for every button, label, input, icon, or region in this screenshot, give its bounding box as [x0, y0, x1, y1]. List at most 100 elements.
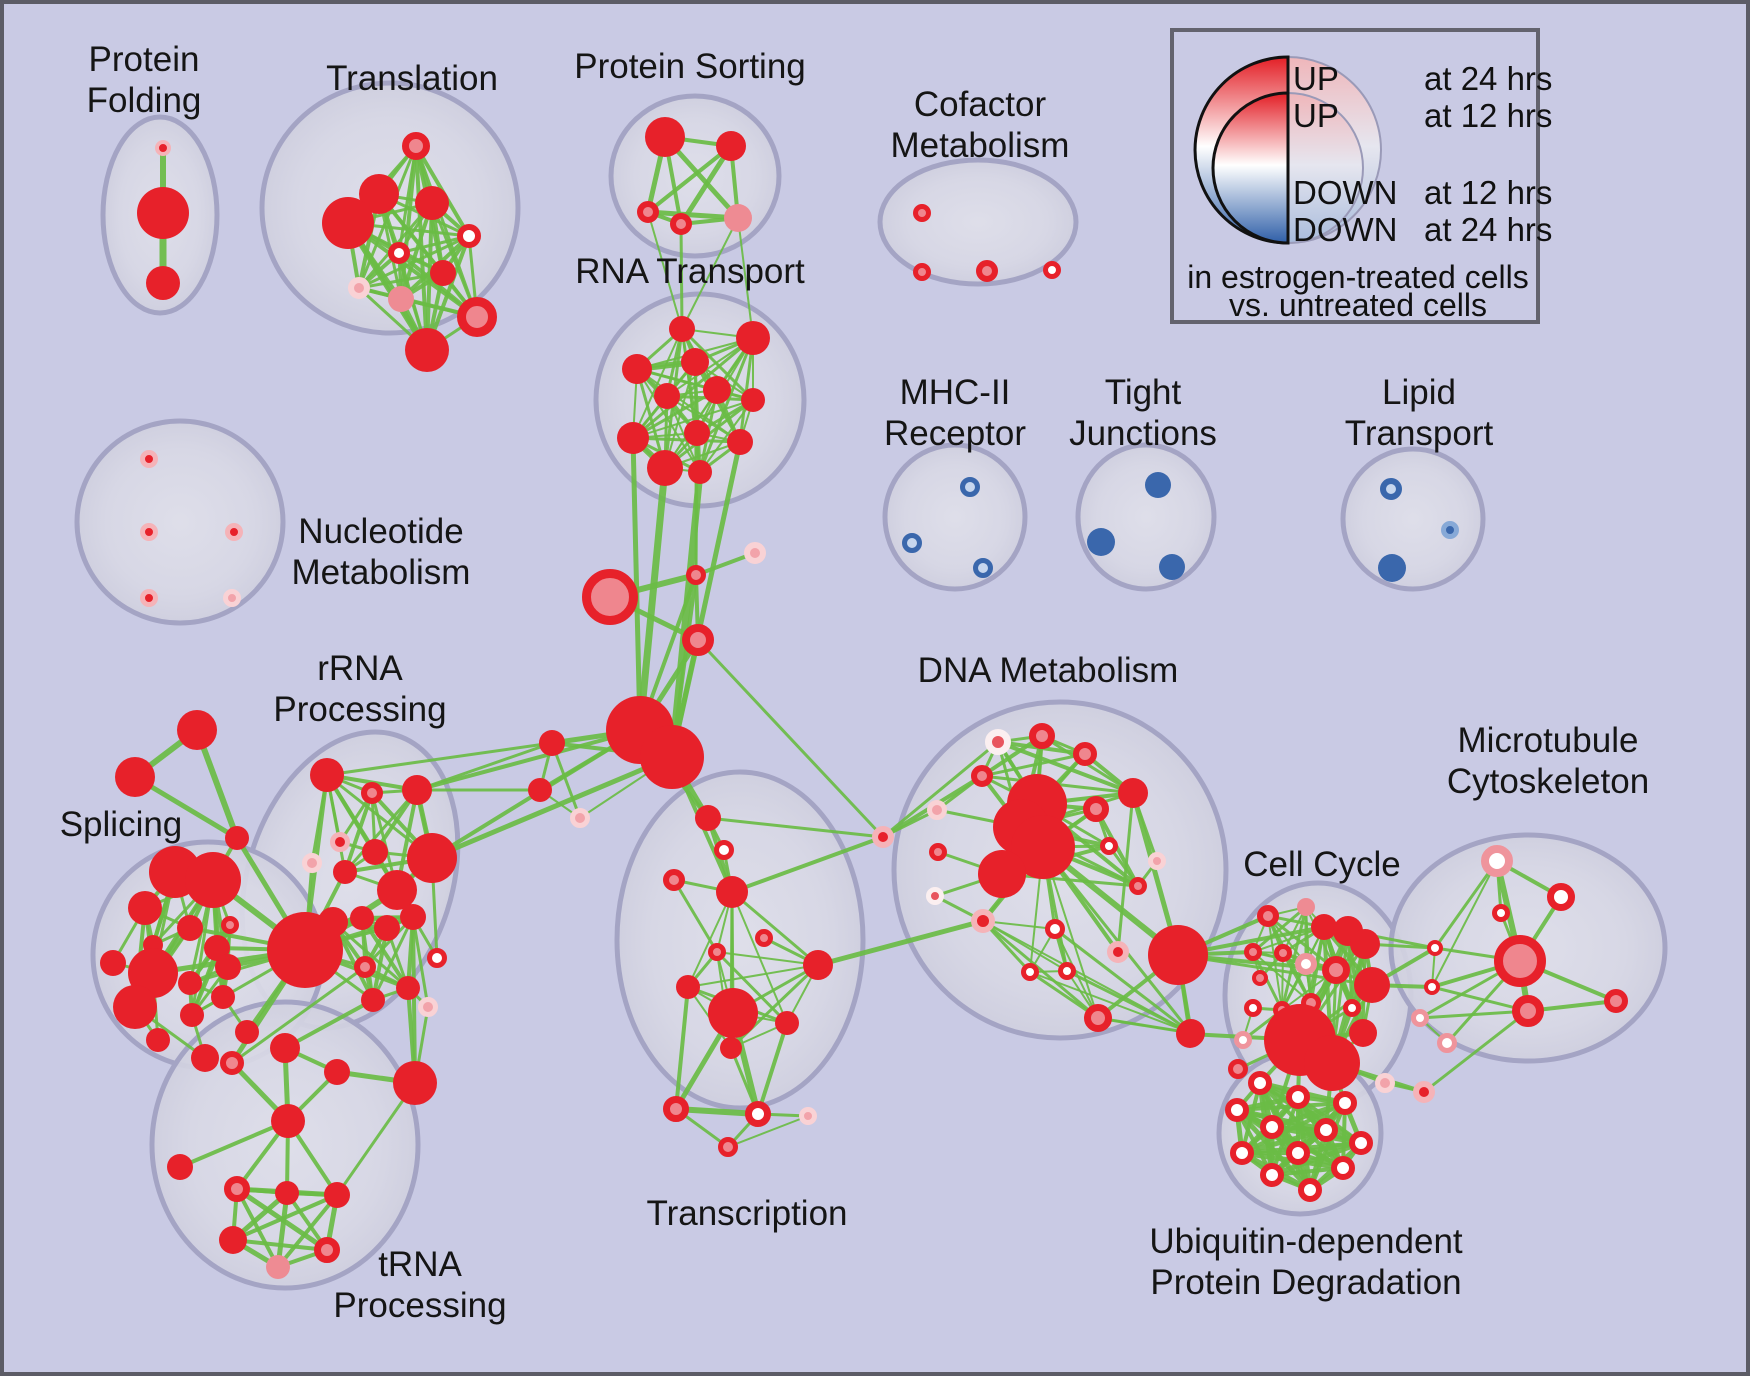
network-node[interactable]	[1260, 1115, 1284, 1139]
network-node[interactable]	[225, 826, 249, 850]
network-node[interactable]	[405, 328, 449, 372]
network-node[interactable]	[221, 916, 239, 934]
network-node[interactable]	[1244, 943, 1262, 961]
network-node[interactable]	[177, 915, 203, 941]
network-node[interactable]	[1148, 852, 1166, 870]
network-node[interactable]	[1378, 554, 1406, 582]
network-node[interactable]	[1343, 999, 1361, 1017]
network-node[interactable]	[400, 904, 426, 930]
network-node[interactable]	[670, 213, 692, 235]
network-node[interactable]	[113, 985, 157, 1029]
network-node[interactable]	[180, 1003, 204, 1027]
network-node[interactable]	[755, 929, 773, 947]
network-node[interactable]	[1354, 967, 1390, 1003]
network-node[interactable]	[913, 204, 931, 222]
network-node[interactable]	[302, 853, 322, 873]
network-node[interactable]	[220, 1051, 244, 1075]
network-node[interactable]	[1314, 1118, 1338, 1142]
network-node[interactable]	[1083, 796, 1109, 822]
network-node[interactable]	[1512, 995, 1544, 1027]
network-node[interactable]	[137, 187, 189, 239]
network-node[interactable]	[100, 950, 126, 976]
network-node[interactable]	[128, 948, 178, 998]
network-node[interactable]	[354, 956, 376, 978]
network-node[interactable]	[1304, 1035, 1360, 1091]
network-node[interactable]	[1375, 1073, 1395, 1093]
network-node[interactable]	[1230, 1141, 1254, 1165]
network-node[interactable]	[191, 1044, 219, 1072]
network-node[interactable]	[570, 808, 590, 828]
network-node[interactable]	[669, 316, 695, 342]
network-node[interactable]	[1604, 989, 1628, 1013]
network-node[interactable]	[330, 832, 350, 852]
network-node[interactable]	[1225, 1098, 1249, 1122]
network-node[interactable]	[1073, 742, 1097, 766]
network-node[interactable]	[167, 1154, 193, 1180]
network-node[interactable]	[663, 1096, 689, 1122]
network-node[interactable]	[640, 725, 704, 789]
network-node[interactable]	[177, 710, 217, 750]
network-node[interactable]	[960, 477, 980, 497]
network-node[interactable]	[582, 569, 638, 625]
network-node[interactable]	[1029, 723, 1055, 749]
network-node[interactable]	[270, 1033, 300, 1063]
network-node[interactable]	[1234, 1031, 1252, 1049]
network-node[interactable]	[1494, 935, 1546, 987]
network-node[interactable]	[744, 542, 766, 564]
network-node[interactable]	[1311, 914, 1337, 940]
network-node[interactable]	[663, 869, 685, 891]
network-node[interactable]	[185, 852, 241, 908]
network-node[interactable]	[1248, 1071, 1272, 1095]
network-node[interactable]	[350, 906, 374, 930]
network-node[interactable]	[1411, 1009, 1429, 1027]
network-node[interactable]	[324, 1059, 350, 1085]
network-node[interactable]	[457, 297, 497, 337]
network-node[interactable]	[402, 132, 430, 160]
network-node[interactable]	[1441, 521, 1459, 539]
network-node[interactable]	[1228, 1059, 1248, 1079]
network-node[interactable]	[1481, 845, 1513, 877]
network-node[interactable]	[140, 450, 158, 468]
network-node[interactable]	[1297, 898, 1315, 916]
network-node[interactable]	[1084, 1004, 1112, 1032]
network-node[interactable]	[407, 833, 457, 883]
network-node[interactable]	[361, 782, 383, 804]
network-node[interactable]	[427, 948, 447, 968]
network-node[interactable]	[140, 589, 158, 607]
network-node[interactable]	[1333, 1091, 1357, 1115]
network-node[interactable]	[1380, 478, 1402, 500]
network-node[interactable]	[539, 730, 565, 756]
network-node[interactable]	[1286, 1085, 1310, 1109]
network-node[interactable]	[224, 1176, 250, 1202]
network-node[interactable]	[310, 758, 344, 792]
network-node[interactable]	[1322, 956, 1350, 984]
network-node[interactable]	[430, 260, 456, 286]
network-node[interactable]	[362, 839, 388, 865]
network-node[interactable]	[146, 266, 180, 300]
network-node[interactable]	[1331, 1156, 1355, 1180]
network-node[interactable]	[388, 242, 410, 264]
network-node[interactable]	[647, 450, 683, 486]
network-node[interactable]	[1424, 979, 1440, 995]
network-node[interactable]	[275, 1181, 299, 1205]
network-node[interactable]	[718, 1137, 738, 1157]
network-node[interactable]	[457, 224, 481, 248]
network-node[interactable]	[1087, 528, 1115, 556]
network-node[interactable]	[927, 800, 947, 820]
network-node[interactable]	[1547, 883, 1575, 911]
network-node[interactable]	[645, 117, 685, 157]
network-node[interactable]	[720, 1037, 742, 1059]
network-node[interactable]	[708, 988, 758, 1038]
network-node[interactable]	[374, 915, 400, 941]
network-node[interactable]	[140, 523, 158, 541]
network-node[interactable]	[1349, 1019, 1377, 1047]
network-node[interactable]	[973, 558, 993, 578]
network-node[interactable]	[1145, 472, 1171, 498]
network-node[interactable]	[971, 909, 995, 933]
network-node[interactable]	[314, 1237, 340, 1263]
network-node[interactable]	[971, 765, 993, 787]
network-node[interactable]	[396, 976, 420, 1000]
network-node[interactable]	[146, 1028, 170, 1052]
network-node[interactable]	[1350, 929, 1380, 959]
network-node[interactable]	[1021, 963, 1039, 981]
